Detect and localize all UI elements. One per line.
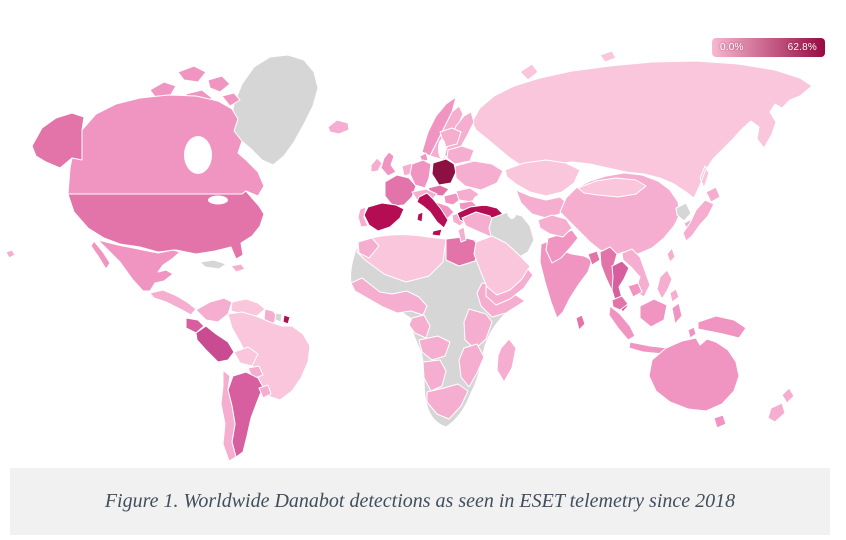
map-region-poland <box>431 158 457 186</box>
map-region-ecuador <box>185 317 205 334</box>
figure-caption-band: Figure 1. Worldwide Danabot detections a… <box>10 468 830 535</box>
map-region-kazakhstan <box>504 159 581 197</box>
map-region-mongolia <box>577 177 647 198</box>
map-region-congo-gabon <box>408 314 431 339</box>
map-region-chile <box>220 369 237 462</box>
figure-caption: Figure 1. Worldwide Danabot detections a… <box>104 490 736 512</box>
map-region-central-america <box>149 289 197 316</box>
map-region-south-africa <box>426 383 469 420</box>
hudson-bay <box>184 136 212 174</box>
map-region-iceland <box>327 119 350 135</box>
map-region-greenland <box>229 54 319 166</box>
map-legend: 0.0% 62.8% <box>712 38 825 57</box>
map-region-yemen-oman <box>485 268 534 306</box>
map-region-ireland <box>370 157 383 173</box>
map-region-mexico <box>90 239 181 292</box>
legend-max-label: 62.8% <box>787 42 817 53</box>
map-region-japan <box>682 186 721 242</box>
map-region-denmark <box>419 152 429 163</box>
map-region-morocco <box>357 237 380 259</box>
map-region-bolivia <box>233 346 259 367</box>
map-region-taiwan <box>666 247 676 263</box>
map-region-madagascar <box>496 338 517 383</box>
map-region-spain <box>363 202 405 232</box>
map-region-hawaii <box>5 249 16 259</box>
map-region-uk <box>380 151 397 177</box>
map-region-peru <box>195 325 235 363</box>
map-region-hungary <box>443 192 462 206</box>
map-region-alaska <box>31 112 85 169</box>
map-region-portugal <box>357 206 369 228</box>
map-region-australia <box>648 337 740 429</box>
map-region-italy <box>416 192 449 237</box>
map-region-belarus <box>446 145 475 165</box>
map-region-angola <box>418 335 451 361</box>
map-region-colombia <box>195 297 233 323</box>
map-region-uruguay <box>258 384 272 399</box>
map-region-philippines <box>656 269 680 303</box>
map-region-cuba <box>199 259 227 270</box>
world-choropleth-map <box>5 50 813 462</box>
map-region-hispaniola <box>230 263 246 273</box>
map-region-malaysia <box>611 295 629 311</box>
map-region-kenya-tanzania <box>463 308 493 350</box>
map-region-west-africa <box>350 277 428 316</box>
map-region-laos-vietnam <box>621 248 651 298</box>
map-region-french-guiana <box>282 314 291 325</box>
map-region-new-zealand <box>767 387 795 423</box>
map-region-north-africa <box>356 234 447 283</box>
map-region-sri-lanka <box>575 314 586 331</box>
map-region-ukraine <box>454 160 504 191</box>
great-lakes <box>208 195 228 205</box>
baltic-sea <box>438 139 446 159</box>
map-region-israel-jordan <box>457 226 467 243</box>
map-region-mozambique-zimbabwe <box>458 343 485 388</box>
map-region-venezuela <box>230 298 266 317</box>
map-region-cambodia <box>627 282 643 298</box>
map-region-germany <box>409 159 432 189</box>
map-region-france <box>384 174 417 207</box>
map-region-suriname <box>274 312 283 323</box>
map-region-north-korea <box>675 202 692 222</box>
caspian-sea <box>506 193 518 219</box>
legend-min-label: 0.0% <box>720 42 744 53</box>
map-region-bangladesh <box>587 250 601 266</box>
map-region-new-guinea <box>697 315 747 339</box>
map-region-usa <box>67 190 265 260</box>
map-region-afghanistan <box>537 214 573 238</box>
black-sea <box>473 194 499 206</box>
map-region-namibia <box>422 359 447 392</box>
